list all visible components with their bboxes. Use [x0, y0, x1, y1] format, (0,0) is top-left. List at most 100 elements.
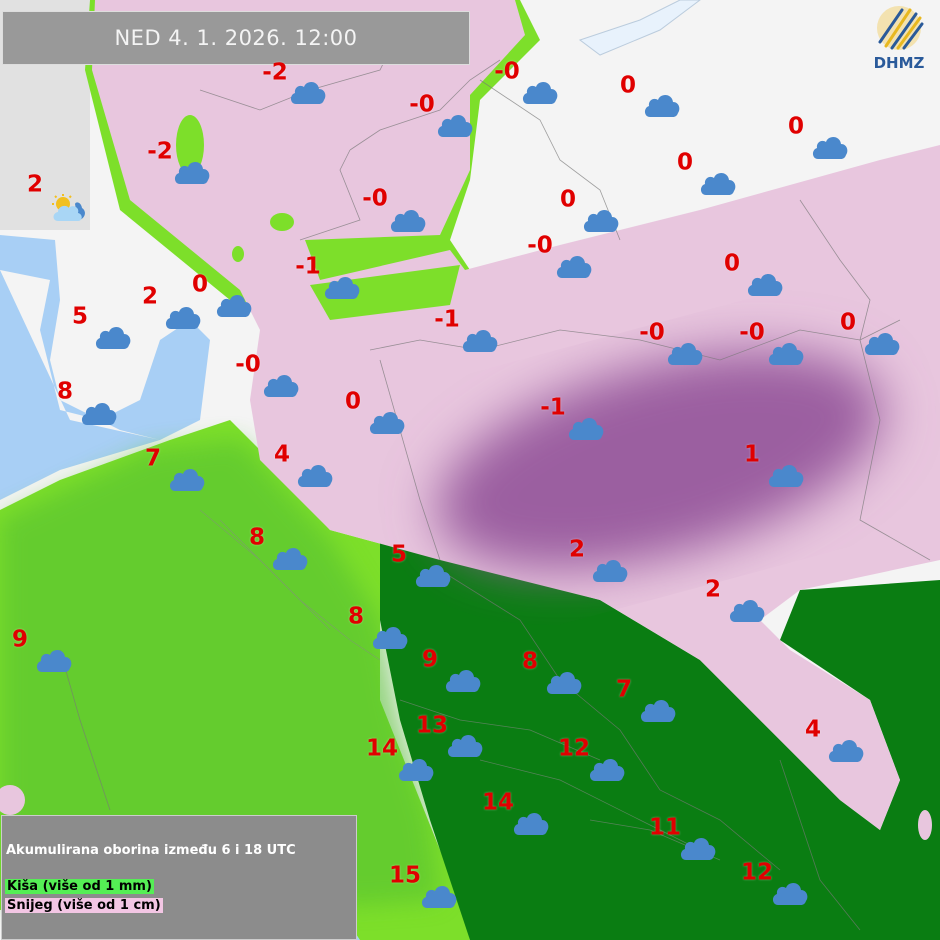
- heavy-snow-area: [436, 350, 884, 570]
- cloud-icon: [34, 646, 74, 674]
- forecast-datetime: NED 4. 1. 2026. 12:00: [2, 11, 470, 65]
- cloud-icon: [766, 461, 806, 489]
- cloud-icon: [396, 755, 436, 783]
- cloud-icon: [445, 731, 485, 759]
- station-temperature: -0: [639, 319, 665, 346]
- station-temperature: 14: [481, 789, 515, 816]
- cloud-icon: [554, 252, 594, 280]
- station-temperature: 9: [421, 646, 439, 673]
- legend-title: Akumulirana oborina između 6 i 18 UTC: [6, 843, 296, 858]
- cloud-icon: [443, 666, 483, 694]
- station-temperature: 12: [557, 735, 591, 762]
- cloud-icon: [295, 461, 335, 489]
- rain-area-inland: [0, 440, 440, 905]
- snow-patch: [0, 785, 25, 815]
- cloud-icon: [698, 169, 738, 197]
- station-temperature: 11: [648, 814, 682, 841]
- heavy-rain-area: [380, 540, 940, 940]
- station-temperature: -0: [527, 232, 553, 259]
- station-temperature: 12: [740, 859, 774, 886]
- cloud-icon: [370, 623, 410, 651]
- station-temperature: -0: [494, 58, 520, 85]
- station-temperature: -0: [409, 91, 435, 118]
- cloud-icon: [511, 809, 551, 837]
- station-temperature: 8: [56, 378, 74, 405]
- station-temperature: 0: [559, 186, 577, 213]
- logo-icon: [877, 6, 924, 50]
- legend-rain: Kiša (više od 1 mm): [5, 879, 154, 894]
- station-temperature: 0: [839, 309, 857, 336]
- station-temperature: 2: [704, 576, 722, 603]
- cloud-icon: [862, 329, 902, 357]
- cloud-icon: [167, 465, 207, 493]
- legend-snow: Snijeg (više od 1 cm): [5, 898, 163, 913]
- cloud-icon: [214, 291, 254, 319]
- station-temperature: 0: [344, 388, 362, 415]
- legend: Akumulirana oborina između 6 i 18 UTC Ki…: [1, 815, 357, 940]
- station-temperature: 1: [743, 441, 761, 468]
- cloud-icon: [638, 696, 678, 724]
- station-temperature: -2: [147, 138, 173, 165]
- rain-patch: [232, 246, 244, 262]
- cloud-icon: [270, 544, 310, 572]
- snow-patch: [918, 810, 932, 840]
- station-temperature: 15: [388, 862, 422, 889]
- sea: [0, 235, 470, 940]
- cloud-icon: [727, 596, 767, 624]
- lake: [578, 0, 701, 56]
- cloud-icon: [766, 339, 806, 367]
- dhmz-logo: DHMZ: [866, 2, 932, 74]
- station-temperature: 14: [365, 735, 399, 762]
- station-temperature: 9: [11, 626, 29, 653]
- station-temperature: 5: [390, 541, 408, 568]
- station-temperature: 8: [347, 603, 365, 630]
- cloud-icon: [93, 323, 133, 351]
- cloud-icon: [665, 339, 705, 367]
- cloud-icon: [322, 273, 362, 301]
- station-temperature: 5: [71, 303, 89, 330]
- station-temperature: 13: [415, 712, 449, 739]
- station-temperature: -1: [434, 306, 460, 333]
- station-temperature: 8: [248, 524, 266, 551]
- station-temperature: 2: [26, 171, 44, 198]
- cloud-icon: [642, 91, 682, 119]
- station-temperature: 7: [144, 445, 162, 472]
- station-temperature: 4: [804, 716, 822, 743]
- station-temperature: 0: [723, 250, 741, 277]
- station-temperature: 2: [141, 283, 159, 310]
- station-temperature: -0: [739, 319, 765, 346]
- station-temperature: -2: [262, 59, 288, 86]
- cloud-icon: [810, 133, 850, 161]
- rain-patch: [310, 265, 460, 320]
- cloud-icon: [79, 399, 119, 427]
- station-temperature: 2: [568, 536, 586, 563]
- cloud-icon: [435, 111, 475, 139]
- cloud-icon: [388, 206, 428, 234]
- station-temperature: 0: [676, 149, 694, 176]
- cloud-icon: [581, 206, 621, 234]
- cloud-icon: [826, 736, 866, 764]
- station-temperature: 7: [615, 676, 633, 703]
- station-temperature: 0: [619, 72, 637, 99]
- cloud-icon: [367, 408, 407, 436]
- rain-patch: [176, 115, 204, 175]
- cloud-icon: [544, 668, 584, 696]
- rain-patch: [270, 213, 294, 231]
- cloud-icon: [587, 755, 627, 783]
- cloud-icon: [460, 326, 500, 354]
- station-temperature: -0: [235, 351, 261, 378]
- snow-area: [92, 0, 940, 830]
- cloud-icon: [163, 303, 203, 331]
- station-temperature: -0: [362, 185, 388, 212]
- station-temperature: 0: [191, 271, 209, 298]
- station-temperature: -1: [540, 394, 566, 421]
- borders: [59, 19, 931, 931]
- cloud-icon: [745, 270, 785, 298]
- cloud-icon: [520, 78, 560, 106]
- station-temperature: -1: [295, 253, 321, 280]
- cloud-icon: [288, 78, 328, 106]
- sun-cloud-icon: [50, 194, 90, 222]
- logo-text: DHMZ: [873, 54, 925, 72]
- cloud-icon: [413, 561, 453, 589]
